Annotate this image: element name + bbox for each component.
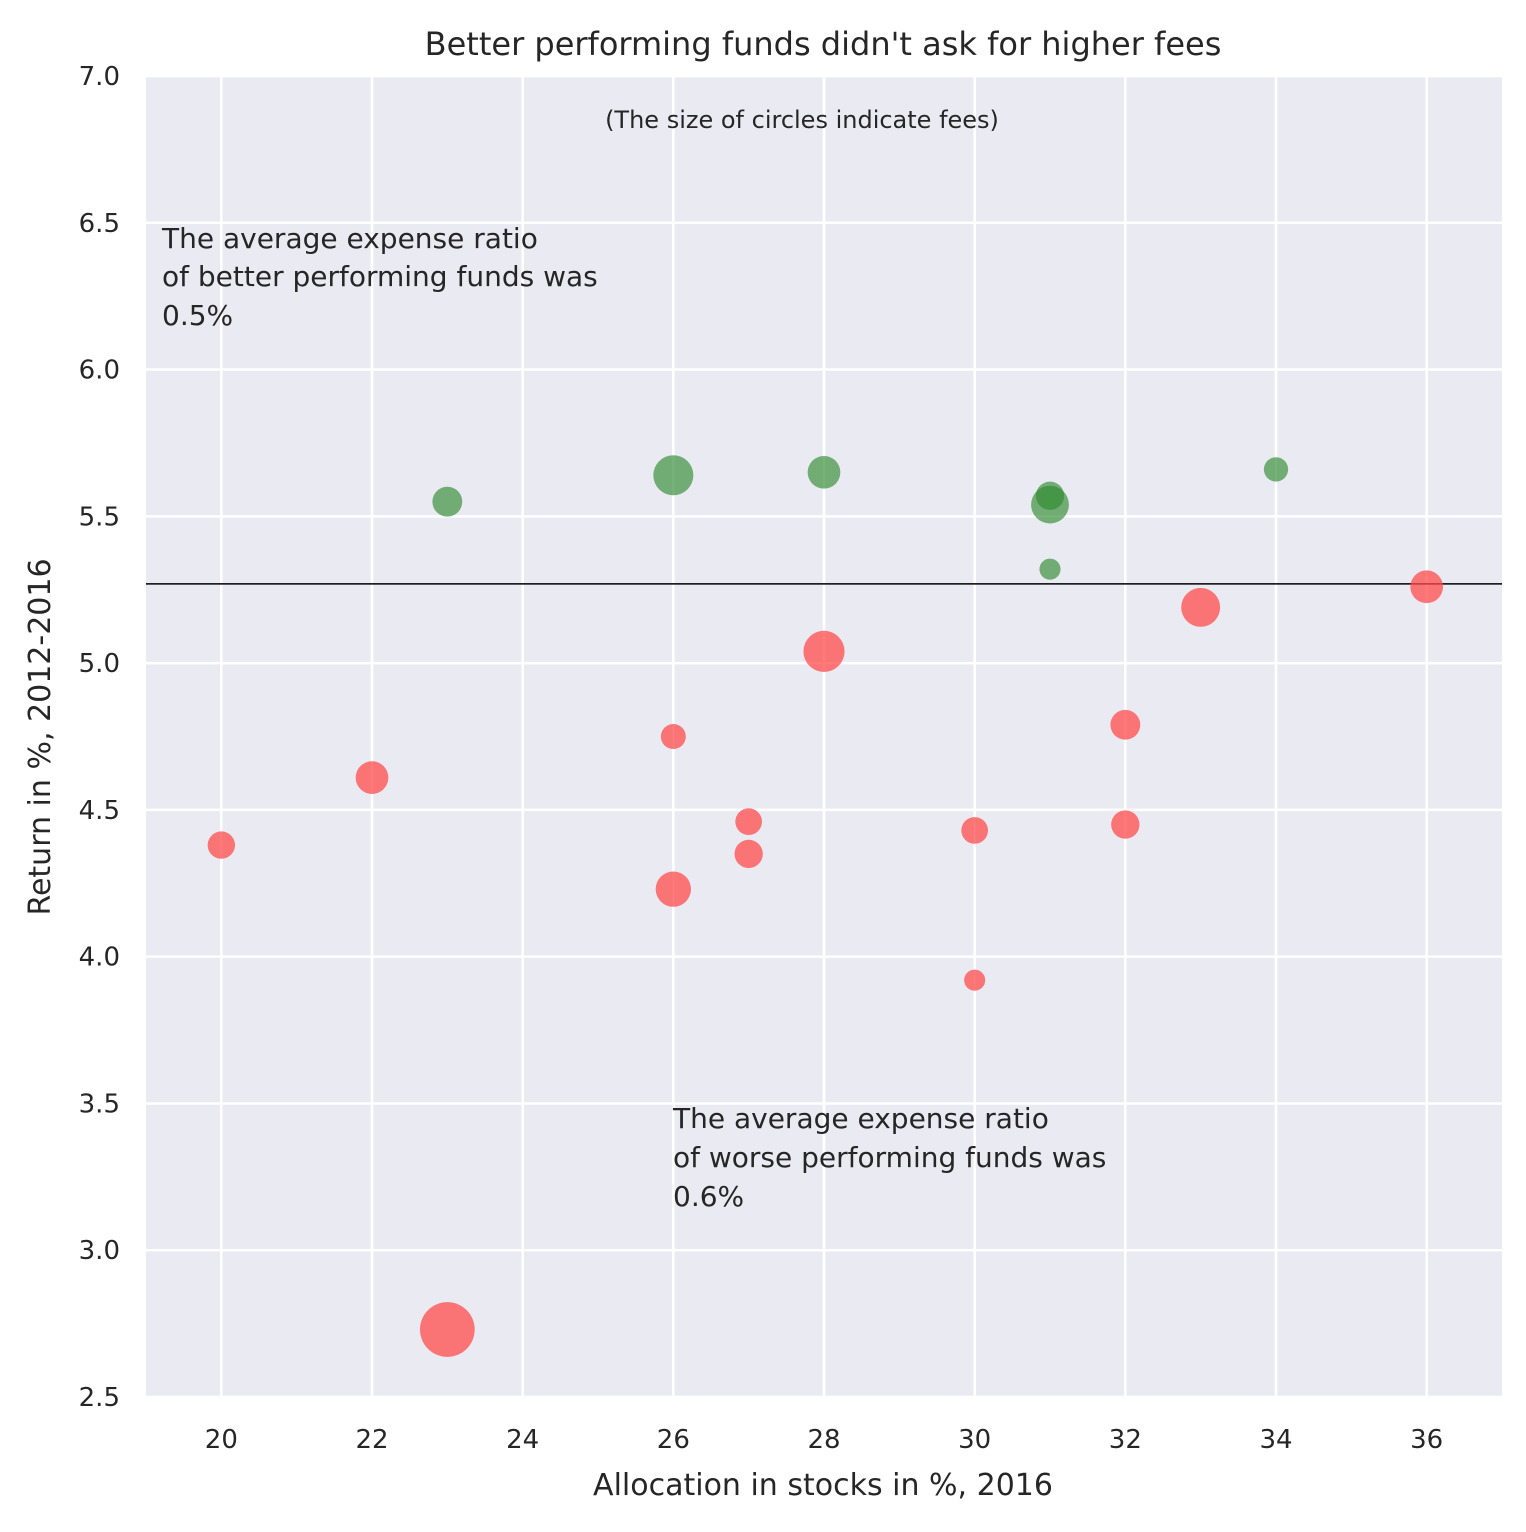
- x-tick-label-0: 20: [205, 1425, 238, 1455]
- y-tick-label-7: 6.0: [79, 356, 120, 386]
- x-tick-label-4: 28: [807, 1425, 840, 1455]
- data-point-s1-12: [1181, 587, 1221, 627]
- y-tick-label-0: 2.5: [79, 1383, 120, 1413]
- data-point-s1-13: [1410, 570, 1444, 604]
- data-point-s0-0: [432, 486, 463, 517]
- data-point-s1-11: [1111, 810, 1140, 839]
- chart-subtitle: (The size of circles indicate fees): [605, 106, 999, 134]
- annotation-better-line-1: The average expense ratio: [161, 222, 538, 255]
- y-tick-label-4: 4.5: [79, 796, 120, 826]
- x-tick-label-2: 24: [506, 1425, 539, 1455]
- data-point-s0-4: [1035, 481, 1065, 510]
- y-tick-labels: 2.5 3.0 3.5 4.0 4.5 5.0 5.5 6.0 6.5 7.0: [79, 62, 120, 1413]
- y-tick-label-2: 3.5: [79, 1089, 120, 1119]
- y-tick-label-6: 5.5: [79, 502, 120, 532]
- y-tick-label-1: 3.0: [79, 1236, 120, 1266]
- data-point-s0-6: [1263, 457, 1289, 482]
- annotation-worse-line-1: The average expense ratio: [672, 1102, 1049, 1135]
- data-point-s1-3: [660, 724, 686, 749]
- x-tick-label-7: 34: [1259, 1425, 1292, 1455]
- annotation-better-line-3: 0.5%: [162, 299, 233, 332]
- x-tick-label-5: 30: [958, 1425, 991, 1455]
- annotation-better-line-2: of better performing funds was: [162, 260, 598, 293]
- data-point-s1-0: [207, 831, 236, 859]
- x-tick-label-8: 36: [1410, 1425, 1443, 1455]
- data-point-s0-2: [807, 455, 841, 489]
- x-tick-label-6: 32: [1109, 1425, 1142, 1455]
- data-point-s0-1: [653, 455, 694, 496]
- data-point-s1-2: [419, 1302, 475, 1357]
- y-axis-label: Return in %, 2012-2016: [23, 558, 58, 915]
- data-point-s1-6: [734, 839, 763, 869]
- chart-title: Better performing funds didn't ask for h…: [425, 25, 1222, 63]
- data-point-s1-7: [803, 630, 845, 672]
- data-point-s1-4: [655, 871, 691, 907]
- y-tick-label-9: 7.0: [79, 62, 120, 92]
- data-point-s1-1: [355, 761, 389, 794]
- x-axis-label: Allocation in stocks in %, 2016: [593, 1468, 1053, 1503]
- y-tick-label-8: 6.5: [79, 209, 120, 239]
- x-tick-label-3: 26: [657, 1425, 690, 1455]
- data-point-s1-10: [1110, 709, 1141, 740]
- y-tick-label-5: 5.0: [79, 649, 120, 679]
- data-point-s0-5: [1039, 558, 1061, 580]
- data-point-s1-9: [964, 969, 986, 991]
- y-tick-label-3: 4.0: [79, 943, 120, 973]
- data-point-s1-5: [735, 808, 763, 835]
- x-tick-labels: 20 22 24 26 28 30 32 34 36: [205, 1425, 1443, 1455]
- annotation-worse-line-2: of worse performing funds was: [673, 1141, 1106, 1174]
- data-points: [207, 455, 1444, 1357]
- data-point-s1-8: [961, 817, 989, 844]
- x-tick-label-1: 22: [355, 1425, 388, 1455]
- annotation-worse-line-3: 0.6%: [673, 1180, 744, 1213]
